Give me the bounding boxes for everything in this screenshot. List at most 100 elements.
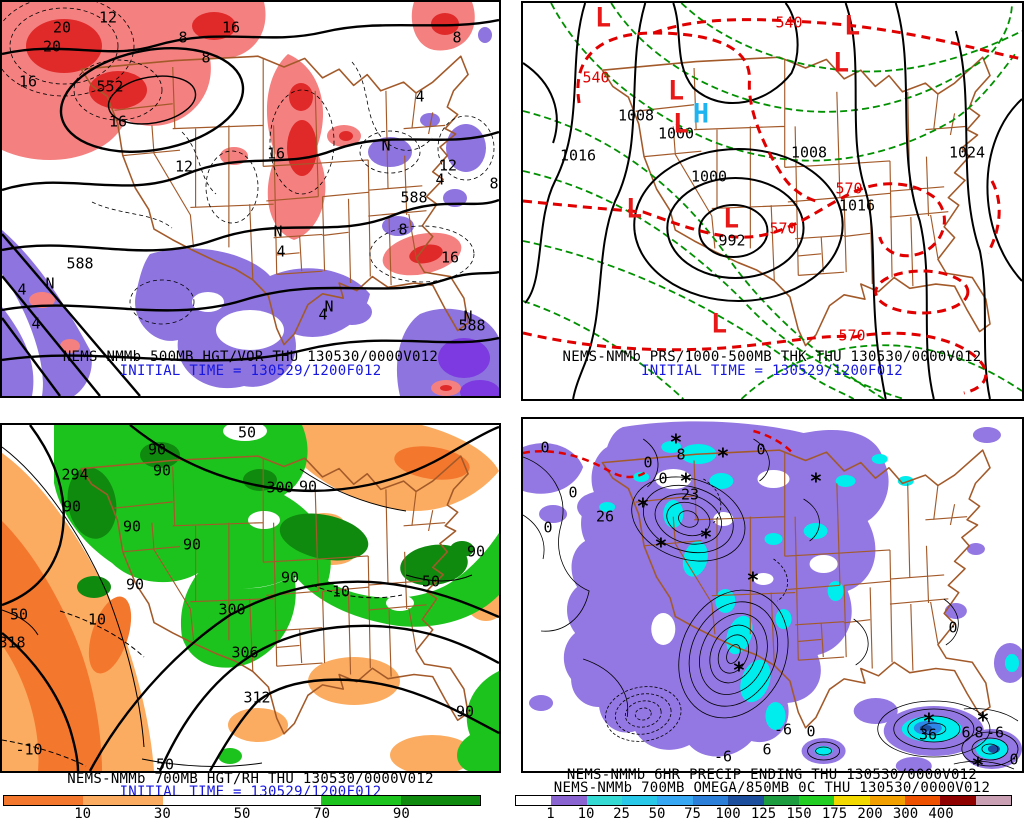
rh-colorbar-labels: 10 30 50 70 90 — [3, 806, 481, 819]
contour-label: 300 — [218, 600, 246, 619]
contour-label: 4 — [276, 242, 286, 261]
contour-label: 20 — [42, 37, 62, 56]
colorbar-tick-label: 125 — [750, 806, 777, 819]
colorbar-segment — [728, 796, 764, 805]
panel-700mb-hgt-rh: 294 90 50 90 90 300 90 90 90 90 90 50 90 10 50 318 10 300… — [0, 423, 501, 773]
colorbar-tick-label: 50 — [233, 806, 251, 819]
contour-label: 1024 — [948, 143, 986, 162]
omega-max-marker: * — [716, 444, 730, 469]
colorbar-segment — [4, 796, 84, 805]
colorbar-segment — [692, 796, 729, 805]
colorbar-segment — [400, 796, 480, 805]
colorbar-segment — [869, 796, 905, 805]
contour-label: N — [463, 307, 473, 326]
colorbar-segment — [657, 796, 693, 805]
contour-label: 90 — [152, 461, 172, 480]
contour-label: -10 — [15, 740, 43, 759]
thickness-contours — [523, 3, 1022, 399]
contour-label: 50 — [421, 572, 441, 591]
contour-label: 8 — [178, 28, 188, 47]
initial-time-thickness: INITIAL TIME = 130529/1200F012 — [641, 363, 903, 379]
pressure-center-symbol: L — [594, 2, 612, 34]
contour-label: 300 — [266, 478, 294, 497]
contour-label: 540 — [775, 13, 803, 32]
omega-max-marker: * — [746, 568, 760, 593]
caption-700mb-rh: NEMS-NMMb 700MB HGT/RH THU 130530/0000V0… — [67, 771, 434, 787]
pressure-center-symbol: L — [672, 108, 690, 140]
omega-max-marker: * — [976, 708, 990, 733]
contour-label: 1000 — [690, 167, 728, 186]
contour-label: 306 — [231, 643, 259, 662]
contour-label: 6 — [762, 740, 772, 759]
contour-label: 570 — [769, 219, 797, 238]
contour-label: 4 — [318, 305, 328, 324]
omega-max-marker: * — [654, 534, 668, 559]
contour-label: 36 — [918, 725, 938, 744]
panel-prs-thickness: 540 540 1016 1008 1000 1000 992 1008 1024 1016 570… — [521, 1, 1024, 401]
contour-label: 16 — [108, 112, 128, 131]
colorbar-tick-label: 70 — [313, 806, 331, 819]
contour-label: 12 — [438, 156, 458, 175]
contour-label: 16 — [18, 72, 38, 91]
colorbar-segment — [551, 796, 587, 805]
contour-label: 992 — [718, 231, 746, 250]
mslp-isobars — [523, 3, 1022, 399]
contour-label: 540 — [582, 68, 610, 87]
colorbar-segment — [798, 796, 835, 805]
contour-label: N — [273, 222, 283, 241]
contour-label: 8 — [201, 48, 211, 67]
colorbar-segment — [763, 796, 799, 805]
contour-label: 90 — [182, 535, 202, 554]
contour-label: 90 — [298, 477, 318, 496]
height-contours-700mb — [2, 425, 499, 771]
contour-label: 0 — [540, 438, 550, 457]
contour-label: 90 — [280, 568, 300, 587]
initial-time-500mb: INITIAL TIME = 130529/1200F012 — [119, 363, 382, 379]
colorbar-segment — [586, 796, 623, 805]
colorbar-segment — [904, 796, 941, 805]
colorbar-segment — [940, 796, 976, 805]
contour-label: 8 — [489, 174, 499, 193]
contour-label: 10 — [87, 610, 107, 629]
contour-label: 10 — [331, 582, 351, 601]
contour-label: 0 — [658, 469, 668, 488]
colorbar-tick-label: 50 — [648, 806, 666, 819]
contour-label: 588 — [400, 188, 428, 207]
caption-precip: NEMS-NMMb 6HR PRECIP ENDING THU 130530/0… — [566, 767, 978, 783]
contour-label: 312 — [243, 688, 271, 707]
contour-label: 1008 — [617, 106, 655, 125]
colorbar-tick-label: 10 — [577, 806, 595, 819]
contour-label: 6 — [961, 723, 971, 742]
contour-label: 570 — [838, 326, 866, 345]
contour-label: 4 — [435, 170, 445, 189]
caption-omega: NEMS-NMMb 700MB OMEGA/850MB 0C THU 13053… — [553, 780, 991, 796]
colorbar-tick-label: 1 — [546, 806, 555, 819]
colorbar-tick-label: 100 — [715, 806, 741, 819]
contour-labels-layer: 0 0 0 0 8 0 23 26 0 0 -6 0 6 -6 36 6 8 -6 0 * * * * * * * * * * * * — [523, 419, 1022, 771]
colorbar-tick-label: 25 — [613, 806, 630, 819]
omega-max-marker: * — [679, 469, 693, 494]
omega-max-marker: * — [636, 494, 650, 519]
colorbar-segment — [162, 796, 242, 805]
precip-shading — [523, 421, 1022, 771]
contour-label: 8 — [974, 723, 984, 742]
precip-colorbar-labels: 1 10 25 50 75 100 125 150 175 200 300 400 — [515, 806, 1012, 819]
rh-colorbar: 10 30 50 70 90 — [3, 795, 481, 819]
pressure-center-symbol: H — [692, 98, 710, 130]
contour-label: 4 — [415, 87, 425, 106]
contour-label: -6 — [773, 720, 793, 739]
colorbar-segment — [516, 796, 552, 805]
colorbar-tick-label: 90 — [392, 806, 410, 819]
colorbar-tick-label: 150 — [786, 806, 812, 819]
contour-label: 0 — [643, 453, 653, 472]
contour-label: 20 — [52, 18, 72, 37]
pressure-center-symbol: L — [710, 308, 728, 340]
contour-label: 16 — [266, 144, 286, 163]
contour-label: 16 — [440, 248, 460, 267]
contour-label: 0 — [756, 440, 766, 459]
contour-label: 0 — [1009, 750, 1019, 769]
colorbar-segment — [321, 796, 401, 805]
vorticity-contours — [2, 2, 495, 325]
height-contours-500mb — [2, 18, 499, 396]
colorbar-tick-label: 30 — [153, 806, 171, 819]
